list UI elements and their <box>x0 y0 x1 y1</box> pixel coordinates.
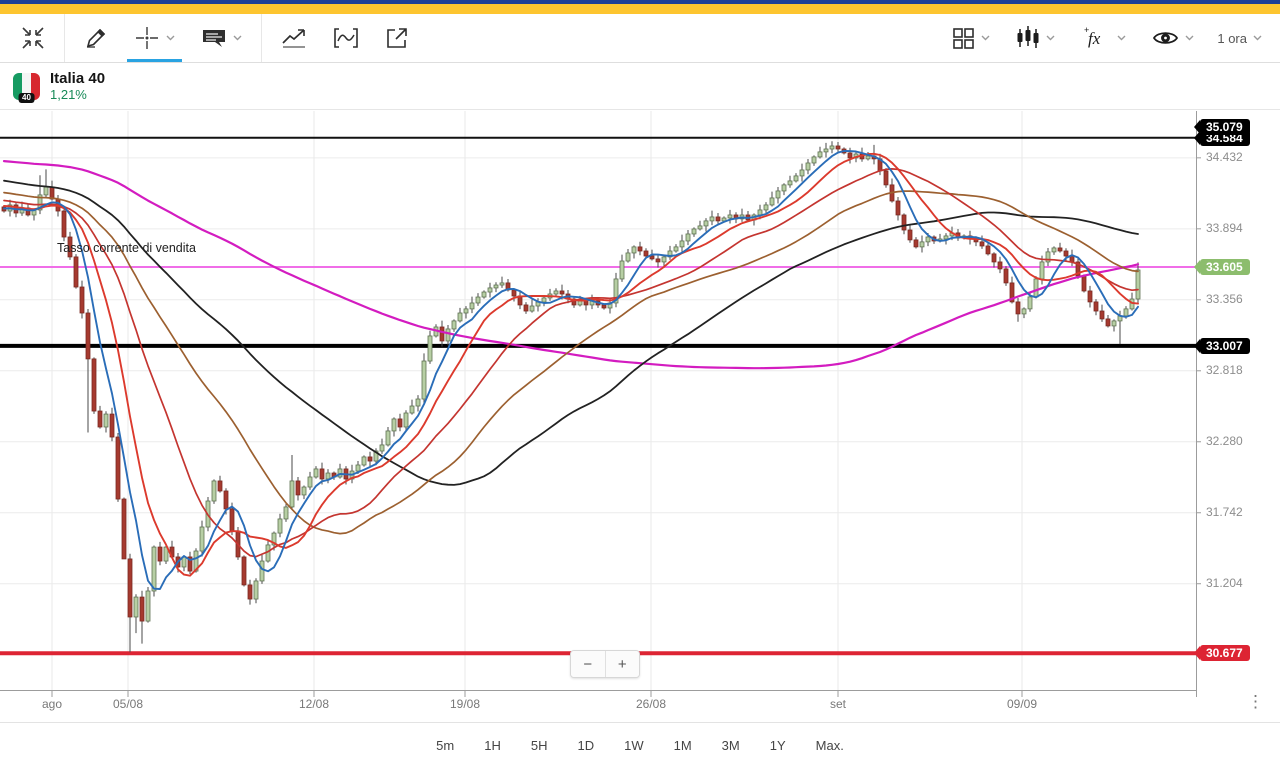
indicator-ma-128 <box>2 159 1140 370</box>
timeframe-bar: 5m 1H 5H 1D 1W 1M 3M 1Y Max. <box>0 722 1280 773</box>
tf-5h[interactable]: 5H <box>530 738 548 753</box>
tf-1m[interactable]: 1M <box>673 738 692 753</box>
x-axis-label: set <box>829 697 846 711</box>
flag-badge: 40 <box>18 92 35 103</box>
popout-icon[interactable] <box>372 14 422 62</box>
price-tag[interactable]: 33.007 <box>1194 337 1250 354</box>
svg-text:fx: fx <box>1088 29 1101 48</box>
chart-toolbar: + fx 1 ora <box>0 14 1280 63</box>
price-tag[interactable]: 33.605 <box>1194 258 1250 275</box>
eye-icon[interactable] <box>1139 14 1207 62</box>
zoom-in-button[interactable]: + <box>605 651 639 677</box>
interval-selector[interactable]: 1 ora <box>1207 31 1272 46</box>
sell-rate-label: Tasso corrente di vendita <box>57 241 196 255</box>
y-axis-label: 32.818 <box>1206 362 1243 377</box>
x-axis-label: 26/08 <box>635 697 667 711</box>
tf-5m[interactable]: 5m <box>436 738 455 753</box>
interval-label: 1 ora <box>1217 30 1247 46</box>
tf-1d[interactable]: 1D <box>577 738 595 753</box>
instrument-change-pct: 1,21% <box>50 87 87 102</box>
chart-axes <box>0 111 1201 697</box>
candles <box>1 141 1141 653</box>
toolbar-divider <box>261 14 262 62</box>
chevron-down-icon <box>981 35 990 41</box>
instrument-header: 40 Italia 40 1,21% <box>0 63 1280 110</box>
toolbar-right-group: + fx 1 ora <box>938 14 1272 62</box>
tf-1w[interactable]: 1W <box>624 738 644 753</box>
chevron-down-icon <box>1046 35 1055 41</box>
fx-indicators-icon[interactable]: + fx <box>1068 14 1139 62</box>
price-tag[interactable]: 35.079 <box>1194 119 1250 135</box>
candlestick-chart[interactable] <box>0 111 1280 706</box>
toolbar-divider <box>64 14 65 62</box>
zoom-out-button[interactable]: − <box>571 651 606 677</box>
svg-text:+: + <box>1084 25 1089 35</box>
italy-flag-icon: 40 <box>13 72 40 103</box>
x-axis-label: 12/08 <box>298 697 330 711</box>
layout-grid-icon[interactable] <box>938 14 1003 62</box>
chart-area[interactable]: Tasso corrente di vendita − + ⋮ 34.432 33… <box>0 110 1280 722</box>
brand-blue-bar <box>0 0 1280 4</box>
trendline-icon[interactable] <box>268 14 320 62</box>
y-axis-label: 31.204 <box>1206 575 1243 590</box>
y-axis-label: 34.432 <box>1206 149 1243 164</box>
y-axis-label: 31.742 <box>1206 504 1243 519</box>
x-axis-label: 09/09 <box>1006 697 1038 711</box>
instrument-name: Italia 40 <box>50 70 106 87</box>
indicator-ma-62 <box>3 179 1139 486</box>
crosshair-icon[interactable] <box>121 14 188 62</box>
x-axis-label: 19/08 <box>449 697 481 711</box>
x-axis-label: ago <box>41 697 63 711</box>
y-axis-label: 32.280 <box>1206 433 1243 448</box>
price-tag[interactable]: 30.677 <box>1194 645 1250 662</box>
indicator-ma-11 <box>3 152 1139 577</box>
chevron-down-icon <box>166 35 175 41</box>
zoom-controls: − + <box>570 650 640 678</box>
chevron-down-icon <box>1117 35 1126 41</box>
chevron-down-icon <box>1185 35 1194 41</box>
chevron-down-icon <box>1253 35 1262 41</box>
collapse-icon[interactable] <box>8 14 58 62</box>
tf-max[interactable]: Max. <box>815 738 844 753</box>
y-axis-label: 33.894 <box>1206 220 1243 235</box>
indicator-ma-6 <box>3 150 1139 590</box>
tf-3m[interactable]: 3M <box>721 738 740 753</box>
overflow-menu-icon[interactable]: ⋮ <box>1247 692 1264 711</box>
tf-1h[interactable]: 1H <box>484 738 501 753</box>
chevron-down-icon <box>233 35 242 41</box>
chart-gridlines <box>0 111 1197 691</box>
candle-style-icon[interactable] <box>1003 14 1068 62</box>
y-axis-label: 33.356 <box>1206 291 1243 306</box>
indicator-window-icon[interactable] <box>320 14 372 62</box>
tf-1y[interactable]: 1Y <box>769 738 786 753</box>
pencil-icon[interactable] <box>71 14 121 62</box>
note-icon[interactable] <box>188 14 255 62</box>
brand-yellow-bar <box>0 4 1280 14</box>
toolbar-left-group <box>8 14 422 62</box>
indicator-ma-22 <box>3 168 1139 558</box>
x-axis-label: 05/08 <box>112 697 144 711</box>
